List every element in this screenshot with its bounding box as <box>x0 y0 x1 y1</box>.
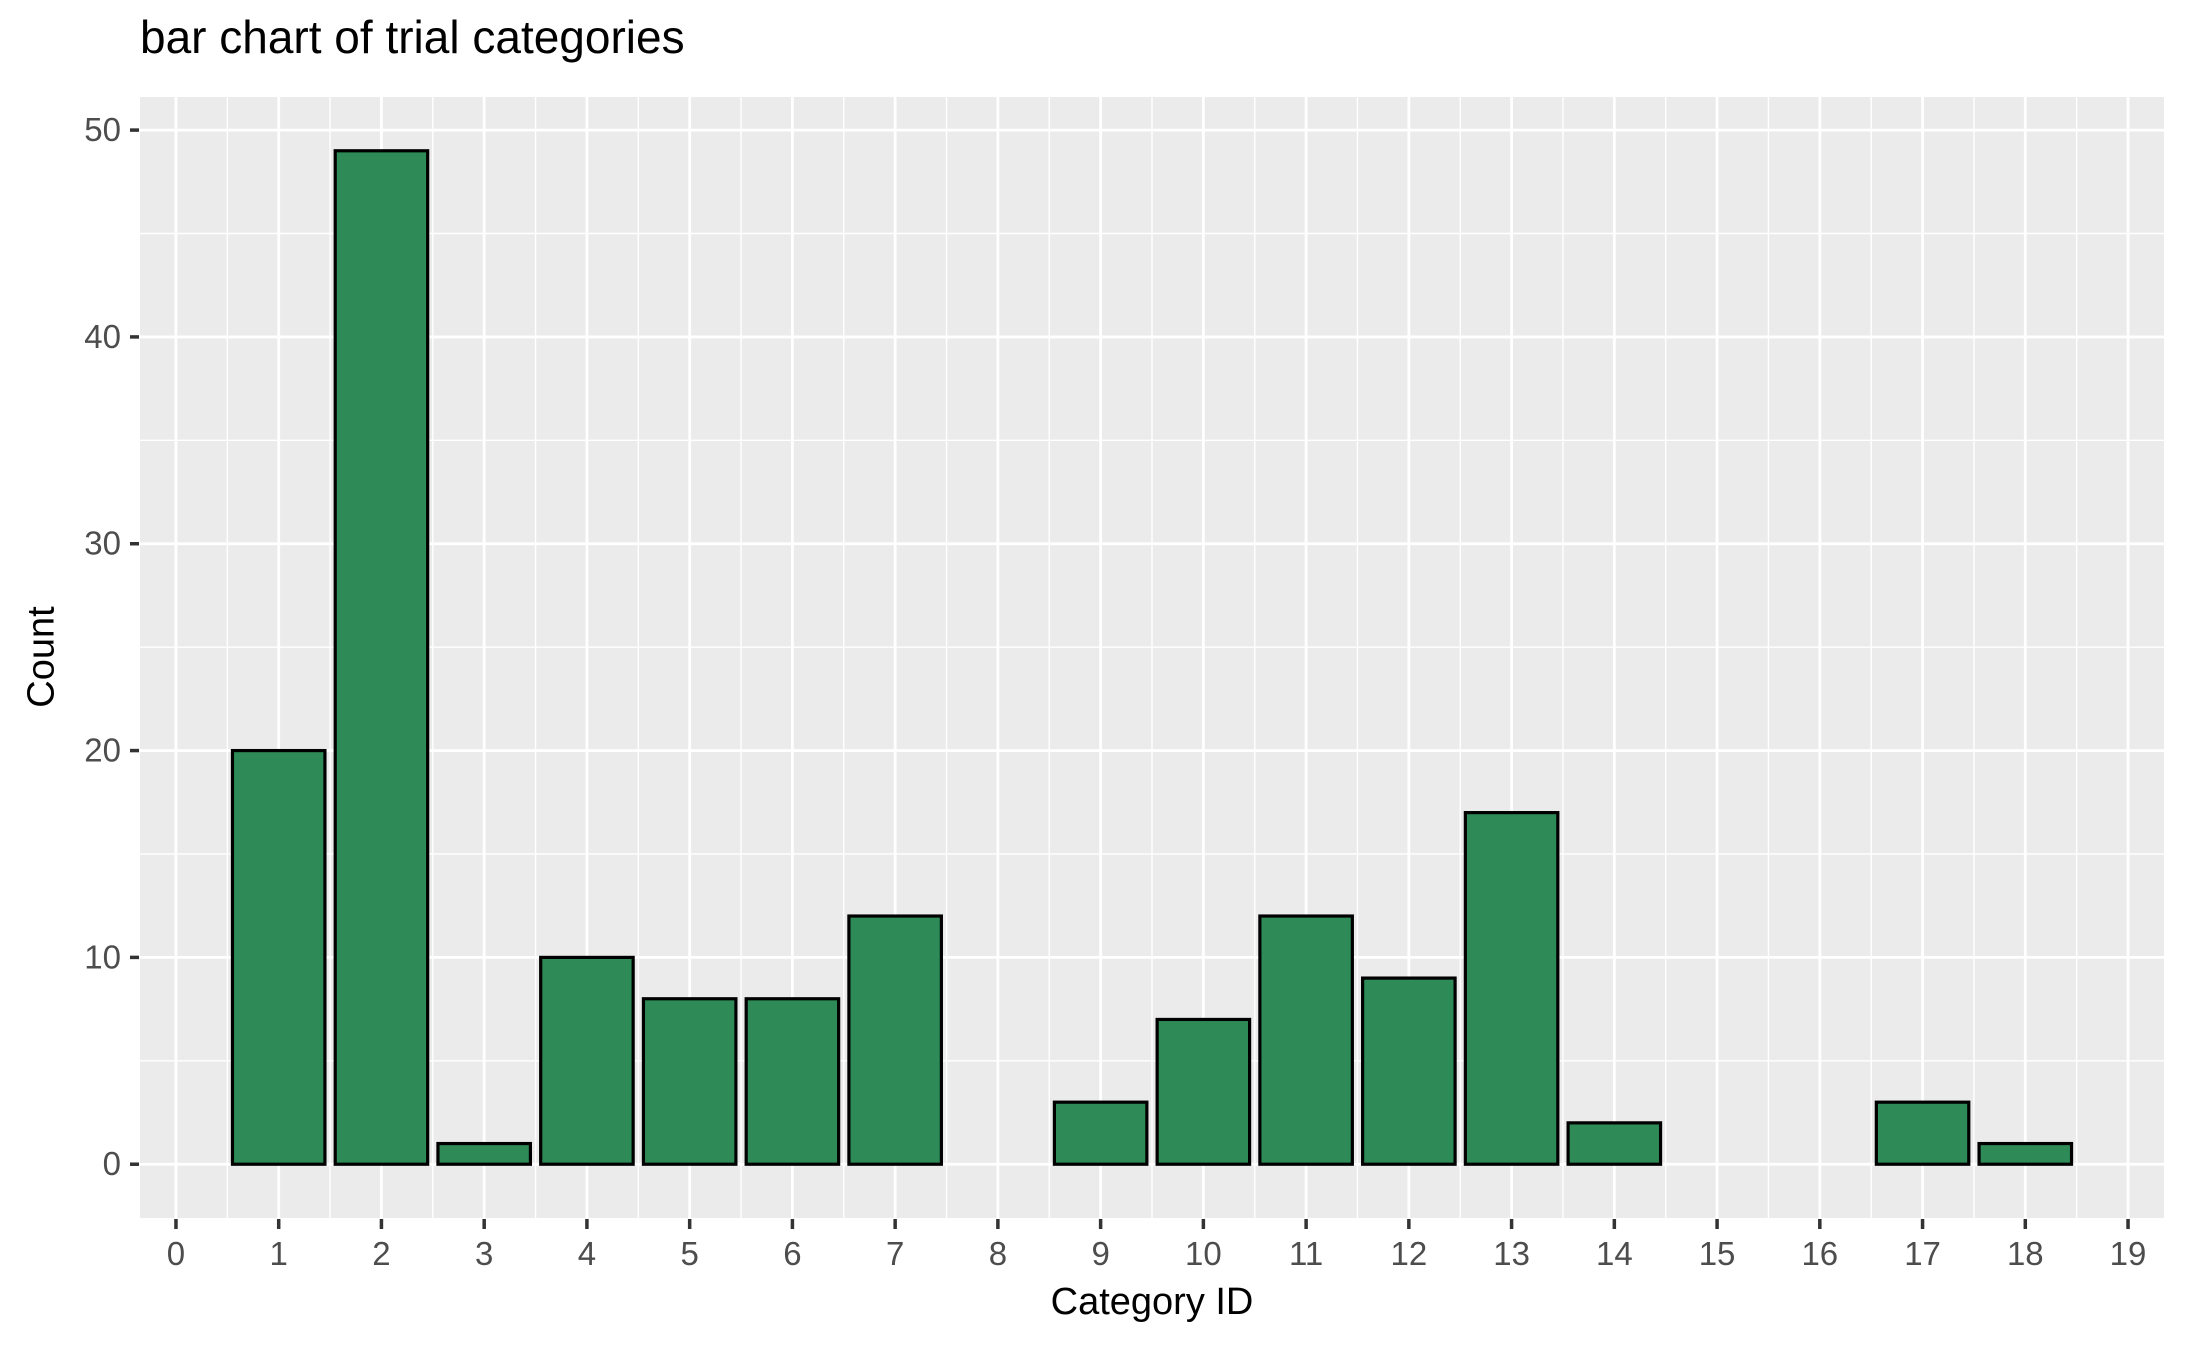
bar-category-14 <box>1566 1121 1663 1166</box>
y-tick-label: 50 <box>84 111 121 148</box>
x-tick-label: 1 <box>270 1235 288 1272</box>
tick-labels: 0 1 2 3 4 5 6 7 8 9 10 11 12 13 14 15 16 17 18 190102030405… <box>84 111 2146 1272</box>
x-tick-label: 17 <box>1904 1235 1941 1272</box>
bar-category-12 <box>1361 976 1457 1166</box>
x-tick-label: 8 <box>989 1235 1007 1272</box>
y-tick-label: 40 <box>84 318 121 355</box>
bar-category-5 <box>641 997 738 1166</box>
x-tick-label: 7 <box>886 1235 904 1272</box>
bars <box>230 149 2074 1166</box>
tick-marks <box>130 128 2130 1229</box>
y-tick-label: 30 <box>84 525 121 562</box>
bar-category-18 <box>1977 1141 2074 1166</box>
x-tick-label: 16 <box>1801 1235 1838 1272</box>
bar-category-11 <box>1258 914 1354 1166</box>
y-tick-label: 10 <box>84 938 121 975</box>
x-tick-label: 2 <box>372 1235 390 1272</box>
x-tick-label: 13 <box>1493 1235 1530 1272</box>
bar-category-4 <box>539 955 635 1166</box>
x-tick-label: 10 <box>1185 1235 1222 1272</box>
bar-category-10 <box>1155 1017 1252 1166</box>
x-tick-label: 4 <box>578 1235 596 1272</box>
x-tick-label: 6 <box>783 1235 801 1272</box>
bar-category-6 <box>744 997 841 1166</box>
x-tick-label: 5 <box>680 1235 698 1272</box>
x-axis-title: Category ID <box>1050 1281 1254 1323</box>
x-tick-label: 9 <box>1091 1235 1109 1272</box>
y-tick-label: 20 <box>84 732 121 769</box>
x-tick-label: 11 <box>1289 1235 1323 1272</box>
bar-category-1 <box>230 748 327 1166</box>
chart-title: bar chart of trial categories <box>140 11 685 63</box>
x-tick-label: 18 <box>2007 1235 2044 1272</box>
x-tick-label: 19 <box>2110 1235 2147 1272</box>
x-tick-label: 12 <box>1390 1235 1427 1272</box>
bar-category-3 <box>436 1141 533 1166</box>
bar-category-13 <box>1463 811 1560 1166</box>
x-tick-label: 0 <box>167 1235 185 1272</box>
bar-category-2 <box>333 149 430 1166</box>
x-tick-label: 3 <box>475 1235 493 1272</box>
bar-category-7 <box>847 914 943 1166</box>
x-tick-label: 14 <box>1596 1235 1633 1272</box>
y-tick-label: 0 <box>103 1145 121 1182</box>
x-tick-label: 15 <box>1699 1235 1736 1272</box>
minor-gridlines <box>140 97 2164 1218</box>
y-axis-title: Count <box>20 606 63 708</box>
bar-category-17 <box>1874 1100 1971 1166</box>
bar-category-9 <box>1052 1100 1149 1166</box>
